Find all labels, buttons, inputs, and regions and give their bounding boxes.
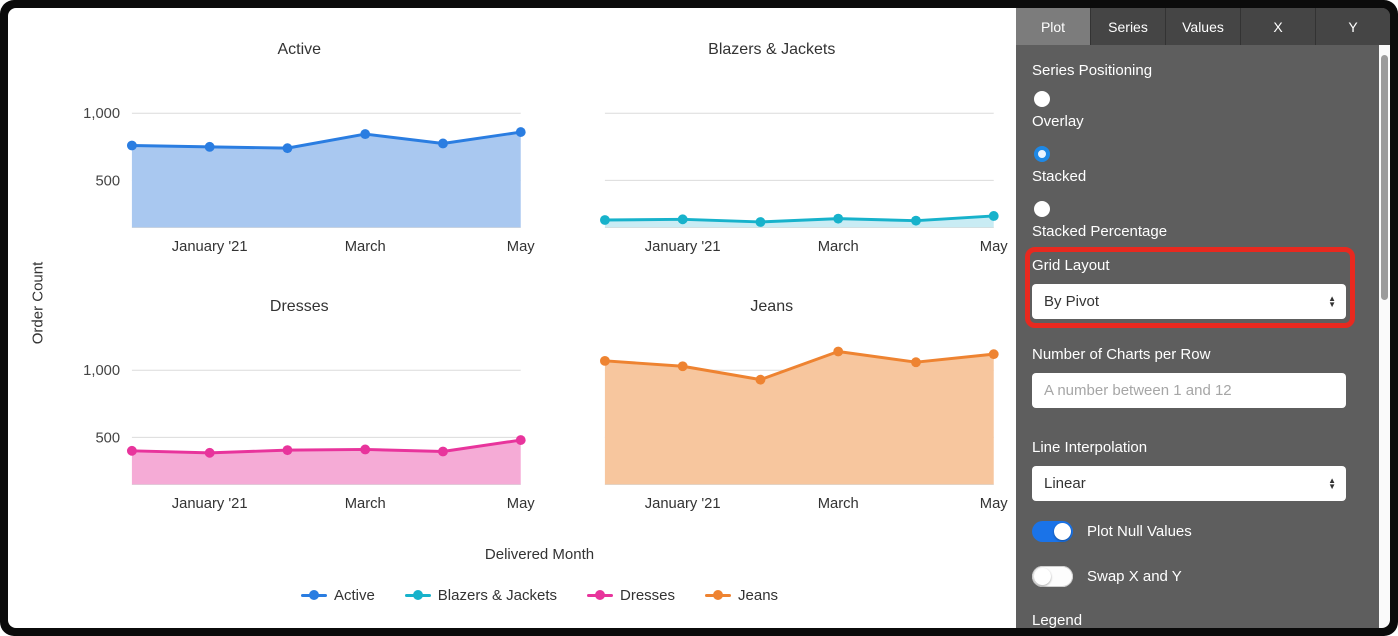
svg-text:May: May [507, 496, 535, 512]
chart-legend: Active Blazers & Jackets Dresses Jeans [8, 587, 1016, 604]
series-positioning-radio-group: Overlay Stacked Stacked Percentage [1032, 91, 1346, 242]
visualization-area: Order Count Active 500 1,000 January '21 Mar… [8, 8, 1016, 628]
radio-option-label: Stacked [1032, 168, 1087, 185]
tab-plot[interactable]: Plot [1016, 8, 1090, 45]
select-updown-icon: ▲ ▼ [1328, 475, 1336, 491]
svg-text:1,000: 1,000 [83, 363, 120, 379]
tab-x[interactable]: X [1240, 8, 1315, 45]
chart-title: Active [277, 41, 322, 58]
chart-title: Blazers & Jackets [708, 41, 836, 58]
svg-text:May: May [979, 496, 1007, 512]
charts-per-row-label: Number of Charts per Row [1032, 346, 1211, 363]
legend-item-jeans[interactable]: Jeans [705, 587, 778, 604]
chart-jeans: Jeans January '21 March May [536, 291, 1009, 518]
chart-plot-area: January '21 March May [599, 346, 1008, 512]
svg-text:1,000: 1,000 [83, 106, 120, 122]
svg-text:500: 500 [95, 173, 120, 189]
chart-plot-area: 500 1,000 January '21 March May [83, 363, 535, 512]
grid-layout-select[interactable]: By Pivot ▲ ▼ [1032, 284, 1346, 319]
radio-option-stacked[interactable]: Stacked [1032, 146, 1346, 187]
radio-option-label: Stacked Percentage [1032, 223, 1168, 240]
chart-title: Dresses [269, 297, 329, 315]
toggle-switch-swap-x-and-y[interactable] [1032, 566, 1073, 587]
legend-marker-icon [300, 590, 327, 601]
legend-item-dresses[interactable]: Dresses [587, 587, 675, 604]
chart-blazers-jackets: Blazers & Jackets January '21 March May [536, 34, 1009, 261]
svg-text:500: 500 [95, 430, 120, 446]
legend-section-label: Legend [1032, 612, 1083, 628]
scrollbar[interactable] [1379, 45, 1390, 628]
toggle-label: Swap X and Y [1087, 568, 1182, 585]
line-interpolation-label: Line Interpolation [1032, 439, 1148, 456]
svg-text:March: March [817, 496, 858, 512]
plot-tab-content: Series Positioning Overlay Stacked Stacked… [1016, 45, 1390, 628]
legend-label: Dresses [620, 586, 676, 604]
tab-bar: Plot Series Values X Y [1016, 8, 1390, 45]
toggle-row-plot-null-values: Plot Null Values [1032, 521, 1346, 542]
svg-text:January '21: January '21 [172, 239, 248, 255]
chart-title: Jeans [750, 297, 794, 315]
chart-plot-area: 500 1,000 January '21 March May [83, 106, 535, 255]
toggle-group: Plot Null Values Swap X and Y [1032, 521, 1346, 587]
toggle-knob[interactable] [1034, 568, 1051, 585]
radio-option-stacked-percentage[interactable]: Stacked Percentage [1032, 201, 1346, 242]
svg-text:January '21: January '21 [644, 496, 720, 512]
svg-text:January '21: January '21 [172, 496, 248, 512]
svg-text:March: March [345, 239, 386, 255]
series-positioning-label: Series Positioning [1032, 62, 1153, 79]
svg-text:May: May [979, 239, 1007, 255]
legend-label: Jeans [738, 586, 779, 604]
chart-dresses: Dresses 500 1,000 January '21 March May [63, 291, 536, 518]
legend-marker-icon [705, 590, 732, 601]
x-axis-title: Delivered Month [484, 545, 595, 563]
radio-option-overlay[interactable]: Overlay [1032, 91, 1346, 132]
scrollbar-thumb[interactable] [1381, 55, 1388, 300]
tab-y[interactable]: Y [1315, 8, 1390, 45]
legend-label: Active [333, 586, 375, 604]
svg-text:March: March [817, 239, 858, 255]
legend-label: Blazers & Jackets [437, 586, 558, 604]
radio-button-icon[interactable] [1034, 201, 1050, 217]
settings-panel: Plot Series Values X Y Series Positioning Ov… [1016, 8, 1390, 628]
svg-text:May: May [507, 239, 535, 255]
legend-item-blazers-jackets[interactable]: Blazers & Jackets [404, 586, 558, 604]
legend-marker-icon [587, 590, 614, 601]
legend-item-active[interactable]: Active [300, 586, 375, 604]
legend-marker-icon [404, 590, 431, 601]
toggle-row-swap-x-and-y: Swap X and Y [1032, 566, 1346, 587]
chart-plot-area: January '21 March May [599, 112, 1008, 255]
svg-text:March: March [345, 496, 386, 512]
charts-per-row-input[interactable] [1032, 373, 1346, 408]
y-axis-title: Order Count [29, 261, 47, 345]
line-interpolation-selected-value: Linear [1044, 475, 1086, 492]
radio-button-icon[interactable] [1034, 146, 1050, 162]
svg-text:January '21: January '21 [644, 239, 720, 255]
tab-series[interactable]: Series [1090, 8, 1165, 45]
grid-layout-section: Grid Layout By Pivot ▲ ▼ [1025, 247, 1355, 328]
chart-active: Active 500 1,000 January '21 March May [63, 34, 536, 261]
small-multiples-grid: Active 500 1,000 January '21 March May Blazers… [8, 8, 1016, 518]
toggle-label: Plot Null Values [1087, 523, 1192, 540]
line-interpolation-select[interactable]: Linear ▲ ▼ [1032, 466, 1346, 501]
grid-layout-selected-value: By Pivot [1044, 293, 1100, 310]
toggle-knob[interactable] [1054, 523, 1071, 540]
radio-option-label: Overlay [1032, 113, 1084, 130]
toggle-switch-plot-null-values[interactable] [1032, 521, 1073, 542]
radio-button-icon[interactable] [1034, 91, 1050, 107]
select-updown-icon: ▲ ▼ [1328, 293, 1336, 309]
tab-values[interactable]: Values [1165, 8, 1240, 45]
grid-layout-label: Grid Layout [1032, 257, 1110, 274]
